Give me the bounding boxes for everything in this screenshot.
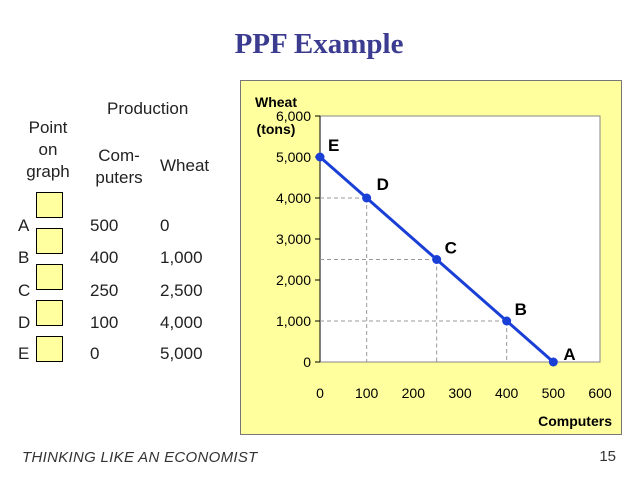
x-tick-label: 600 xyxy=(588,385,612,401)
data-point xyxy=(432,255,442,264)
header-point-line1: Point xyxy=(28,118,68,137)
x-tick-label: 400 xyxy=(495,385,519,401)
row-marker-box xyxy=(36,300,63,326)
row-point: D xyxy=(18,313,31,332)
row-point: B xyxy=(18,248,30,267)
x-axis-label: Computers xyxy=(538,413,612,429)
x-tick-label: 0 xyxy=(316,385,324,401)
data-point xyxy=(548,357,558,367)
data-point xyxy=(502,316,512,326)
point-label: C xyxy=(445,239,457,258)
footer-text: THINKING LIKE AN ECONOMIST xyxy=(22,449,258,466)
header-computers-line2: puters xyxy=(95,168,143,187)
plot-area xyxy=(319,115,601,363)
data-point xyxy=(315,152,325,162)
row-computers: 100 xyxy=(90,313,119,332)
slide-title: PPF Example xyxy=(234,28,404,60)
row-wheat: 0 xyxy=(160,216,170,235)
y-tick-label: 6,000 xyxy=(276,108,311,124)
row-point: C xyxy=(18,281,31,300)
header-computers-line1: Com- xyxy=(98,146,140,165)
point-label: D xyxy=(377,175,389,194)
row-wheat: 5,000 xyxy=(160,344,203,363)
row-computers: 0 xyxy=(90,344,100,363)
row-marker-box xyxy=(36,264,63,290)
row-computers: 250 xyxy=(90,281,119,300)
header-wheat: Wheat xyxy=(160,156,210,175)
point-label: E xyxy=(328,136,339,155)
point-label: B xyxy=(515,300,527,319)
row-wheat: 2,500 xyxy=(160,281,203,300)
page-number: 15 xyxy=(599,448,616,465)
x-tick-label: 300 xyxy=(448,385,472,401)
row-wheat: 4,000 xyxy=(160,313,203,332)
header-point-line3: graph xyxy=(26,162,70,181)
y-tick-label: 4,000 xyxy=(276,190,311,206)
data-point xyxy=(362,193,372,203)
header-computers: Com- puters xyxy=(84,145,154,189)
point-label: A xyxy=(563,345,575,364)
header-point-line2: on xyxy=(38,140,58,159)
y-tick-label: 0 xyxy=(303,354,311,370)
y-axis-label-line1: Wheat xyxy=(255,94,297,110)
row-computers: 500 xyxy=(90,216,119,235)
x-tick-label: 500 xyxy=(542,385,566,401)
header-point: Point on graph xyxy=(10,117,86,183)
row-marker-box xyxy=(36,336,63,362)
header-production: Production xyxy=(107,99,189,118)
x-tick-label: 100 xyxy=(355,385,379,401)
y-tick-label: 3,000 xyxy=(276,231,311,247)
row-marker-box xyxy=(36,192,63,218)
y-axis-label-line2: (tons) xyxy=(257,121,296,137)
x-tick-label: 200 xyxy=(402,385,426,401)
row-computers: 400 xyxy=(90,248,119,267)
row-point: A xyxy=(18,216,30,235)
y-tick-label: 5,000 xyxy=(276,149,311,165)
row-marker-box xyxy=(36,228,63,254)
y-tick-label: 1,000 xyxy=(276,313,311,329)
y-tick-label: 2,000 xyxy=(276,272,311,288)
row-wheat: 1,000 xyxy=(160,248,203,267)
row-point: E xyxy=(18,344,30,363)
